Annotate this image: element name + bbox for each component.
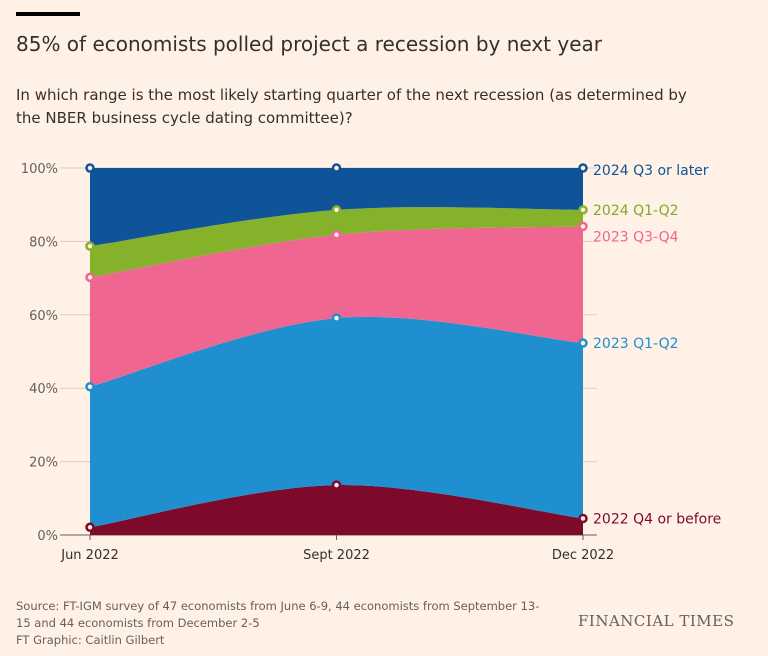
source-line: Source: FT-IGM survey of 47 economists f… xyxy=(16,599,540,613)
x-tick-label: Jun 2022 xyxy=(60,548,119,563)
data-point xyxy=(85,241,95,251)
data-point xyxy=(578,338,588,348)
y-tick-label: 80% xyxy=(29,235,58,250)
x-tick-label: Dec 2022 xyxy=(552,548,614,563)
ft-top-bar xyxy=(16,12,80,16)
credit-line: FT Graphic: Caitlin Gilbert xyxy=(16,633,165,647)
area-2024-q1-q2 xyxy=(90,207,583,278)
source-note: Source: FT-IGM survey of 47 economists f… xyxy=(16,598,576,649)
x-tick-label: Sept 2022 xyxy=(303,548,370,563)
y-tick-label: 40% xyxy=(29,382,58,397)
source-line: 15 and 44 economists from December 2-5 xyxy=(16,616,260,630)
data-point xyxy=(85,522,95,533)
y-tick-label: 60% xyxy=(29,309,58,324)
area-2023-q1-q2 xyxy=(90,316,583,528)
area-2023-q3-q4 xyxy=(90,226,583,387)
data-point xyxy=(578,513,588,524)
data-point xyxy=(578,205,588,215)
data-point xyxy=(331,230,342,240)
y-tick-label: 100% xyxy=(21,162,58,177)
series-label: 2023 Q1-Q2 xyxy=(593,336,679,352)
series-label: 2023 Q3-Q4 xyxy=(593,229,679,245)
area-2022-q4-or-before xyxy=(90,485,583,535)
y-tick-label: 0% xyxy=(37,529,58,544)
chart-title: 85% of economists polled project a reces… xyxy=(16,32,602,56)
data-point xyxy=(331,205,342,215)
financial-times-logo: FINANCIAL TIMES xyxy=(578,612,735,630)
data-point xyxy=(331,163,342,173)
data-point xyxy=(85,381,95,392)
series-label: 2024 Q1-Q2 xyxy=(593,203,679,219)
data-point xyxy=(331,480,342,490)
y-tick-label: 20% xyxy=(29,456,58,471)
chart-subtitle: In which range is the most likely starti… xyxy=(16,86,687,127)
series-label: 2022 Q4 or before xyxy=(593,511,721,527)
stacked-area-chart: 0% 20% 40% 60% 80% 100% Jun 2022 Sept 2022 Dec 2… xyxy=(21,162,721,563)
data-point xyxy=(578,221,588,232)
series-label: 2024 Q3 or later xyxy=(593,163,709,179)
data-point xyxy=(85,163,95,173)
data-point xyxy=(331,313,342,323)
data-point xyxy=(578,163,588,173)
data-point xyxy=(85,272,95,283)
